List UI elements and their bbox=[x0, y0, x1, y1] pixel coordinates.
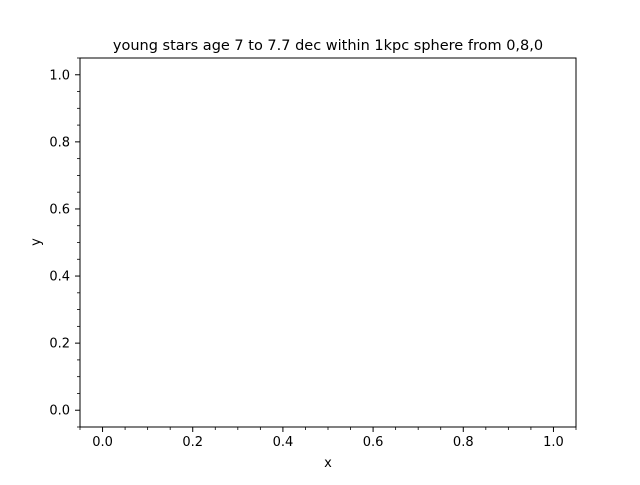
y-axis-label: y bbox=[29, 238, 44, 246]
x-tick-label: 0.4 bbox=[273, 435, 294, 450]
x-tick-label: 0.2 bbox=[182, 435, 203, 450]
x-tick-label: 1.0 bbox=[543, 435, 564, 450]
x-tick-label: 0.0 bbox=[92, 435, 113, 450]
axis-ticks: 0.0 0.2 0.4 0.6 0.8 1.0 0.0 0.2 0.4 0.6 0.8 1.0 bbox=[49, 57, 577, 450]
y-tick-label: 1.0 bbox=[49, 68, 70, 83]
y-tick-label: 0.4 bbox=[49, 270, 70, 285]
y-tick-label: 0.2 bbox=[49, 337, 70, 352]
plot-frame bbox=[79, 57, 577, 428]
y-tick-label: 0.0 bbox=[49, 404, 70, 419]
x-tick-label: 0.6 bbox=[363, 435, 384, 450]
y-tick-label: 0.6 bbox=[49, 202, 70, 217]
plot-area bbox=[80, 58, 576, 427]
x-axis-label: x bbox=[324, 456, 332, 471]
y-tick-label: 0.8 bbox=[49, 135, 70, 150]
x-tick-label: 0.8 bbox=[453, 435, 474, 450]
chart-title: young stars age 7 to 7.7 dec within 1kpc… bbox=[113, 38, 543, 54]
